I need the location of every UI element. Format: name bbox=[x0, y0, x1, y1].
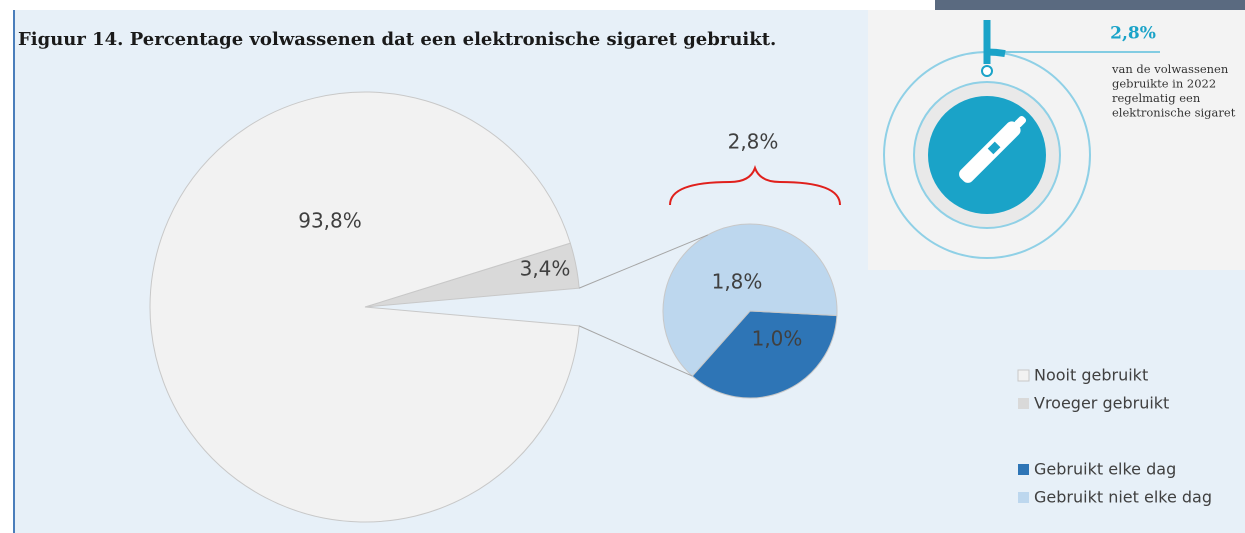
legend-label: Nooit gebruikt bbox=[1034, 366, 1148, 385]
slice-label: 93,8% bbox=[298, 209, 362, 233]
marker-dot bbox=[981, 65, 993, 77]
infographic-caption: elektronische sigaret bbox=[1112, 106, 1236, 120]
infographic-caption: gebruikte in 2022 bbox=[1112, 77, 1216, 91]
pie-slice bbox=[149, 91, 580, 523]
secondary-label: 1,8% bbox=[712, 270, 763, 294]
icon-tip bbox=[1014, 115, 1027, 128]
legend-label: Gebruikt elke dag bbox=[1034, 460, 1176, 479]
infographic-arc bbox=[986, 48, 1006, 58]
slice-label: 3,4% bbox=[520, 257, 571, 281]
infographic-caption: regelmatig een bbox=[1112, 91, 1201, 105]
chart-title: Figuur 14. Percentage volwassenen dat ee… bbox=[18, 29, 776, 50]
secondary-slice bbox=[662, 223, 838, 377]
connector-line bbox=[578, 325, 693, 377]
secondary-slice bbox=[691, 310, 838, 399]
legend-swatch bbox=[1018, 492, 1029, 503]
bracket bbox=[669, 165, 841, 206]
legend-swatch bbox=[1018, 398, 1029, 409]
legend-label: Gebruikt niet elke dag bbox=[1034, 488, 1212, 507]
photo-strip bbox=[935, 0, 1245, 10]
icon-body bbox=[959, 121, 1021, 183]
infographic-value: 2,8% bbox=[1110, 24, 1156, 44]
connector-line bbox=[578, 234, 709, 289]
secondary-label: 1,0% bbox=[752, 327, 803, 351]
legend-label: Vroeger gebruikt bbox=[1034, 394, 1169, 413]
other-label: 2,8% bbox=[728, 130, 779, 154]
legend-swatch bbox=[1017, 369, 1030, 382]
icon-button bbox=[987, 141, 1001, 155]
legend-swatch bbox=[1018, 464, 1029, 475]
e-cigarette-icon bbox=[959, 115, 1027, 183]
infographic-caption: van de volwassenen bbox=[1111, 62, 1229, 76]
